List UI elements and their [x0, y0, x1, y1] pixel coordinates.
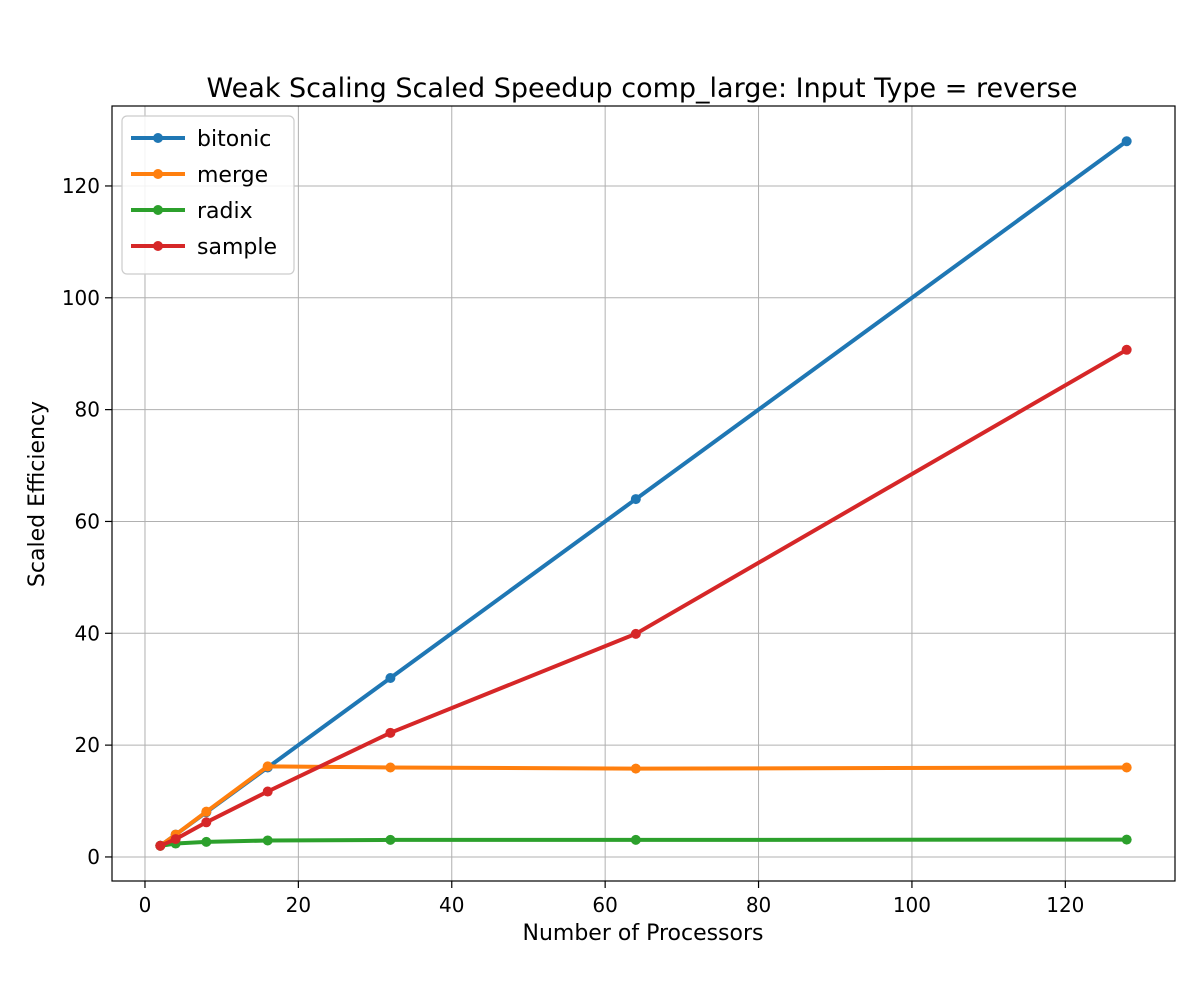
data-point-bitonic — [385, 673, 396, 684]
data-point-radix — [385, 834, 396, 845]
legend: bitonic merge radix sample — [121, 115, 295, 275]
plot-frame — [111, 105, 1176, 882]
data-point-radix — [201, 836, 212, 847]
y-tick-label: 60 — [75, 509, 100, 533]
series-bitonic — [155, 136, 1132, 851]
data-point-radix — [262, 835, 273, 846]
legend-label-radix: radix — [197, 199, 253, 224]
data-point-sample — [170, 834, 181, 845]
legend-item-bitonic: bitonic — [131, 127, 271, 152]
data-point-sample — [155, 840, 166, 851]
legend-marker-radix — [153, 205, 163, 215]
data-point-radix — [1121, 834, 1132, 845]
x-tick-label: 100 — [893, 893, 931, 917]
legend-label-merge: merge — [197, 163, 268, 188]
data-point-sample — [262, 786, 273, 797]
legend-item-merge: merge — [131, 163, 268, 188]
y-tick-label: 120 — [62, 174, 100, 198]
x-tick-label: 20 — [286, 893, 311, 917]
legend-label-sample: sample — [197, 235, 277, 260]
x-tick-label: 120 — [1046, 893, 1084, 917]
data-point-merge — [201, 806, 212, 817]
y-axis-label: Scaled Efficiency — [25, 401, 50, 587]
series-line-merge — [157, 764, 1129, 849]
chart-title: Weak Scaling Scaled Speedup comp_large: … — [207, 73, 1078, 104]
data-point-sample — [385, 727, 396, 738]
series-radix — [155, 834, 1132, 851]
legend-frame — [121, 115, 295, 275]
y-axis: 0 20 40 60 80 100 120 — [62, 174, 112, 869]
x-axis: 0 20 40 60 80 100 120 — [139, 881, 1084, 917]
x-tick-label: 0 — [139, 893, 152, 917]
data-point-sample — [201, 817, 212, 828]
series-line-sample — [157, 347, 1130, 849]
legend-label-bitonic: bitonic — [197, 127, 271, 152]
grid — [112, 106, 1175, 881]
data-point-bitonic — [1121, 136, 1132, 147]
data-point-merge — [630, 763, 641, 774]
series-line-bitonic — [157, 138, 1130, 849]
legend-item-sample: sample — [131, 235, 277, 260]
data-point-sample — [1121, 344, 1132, 355]
x-tick-label: 60 — [592, 893, 617, 917]
y-tick-label: 20 — [75, 733, 100, 757]
series-line-radix — [158, 837, 1129, 849]
data-point-merge — [1121, 762, 1132, 773]
legend-marker-bitonic — [153, 133, 163, 143]
x-tick-label: 80 — [746, 893, 771, 917]
data-point-bitonic — [630, 494, 641, 505]
x-axis-label: Number of Processors — [523, 921, 764, 946]
data-point-merge — [262, 761, 273, 772]
y-tick-label: 100 — [62, 286, 100, 310]
series-layer — [155, 136, 1132, 851]
y-tick-label: 40 — [75, 621, 100, 645]
x-tick-label: 40 — [439, 893, 464, 917]
y-tick-label: 0 — [87, 845, 100, 869]
legend-item-radix: radix — [131, 199, 253, 224]
series-sample — [155, 344, 1132, 851]
data-point-sample — [630, 628, 641, 639]
data-point-merge — [385, 762, 396, 773]
legend-marker-sample — [153, 241, 163, 251]
data-point-radix — [630, 834, 641, 845]
y-tick-label: 80 — [75, 398, 100, 422]
legend-marker-merge — [153, 169, 163, 179]
